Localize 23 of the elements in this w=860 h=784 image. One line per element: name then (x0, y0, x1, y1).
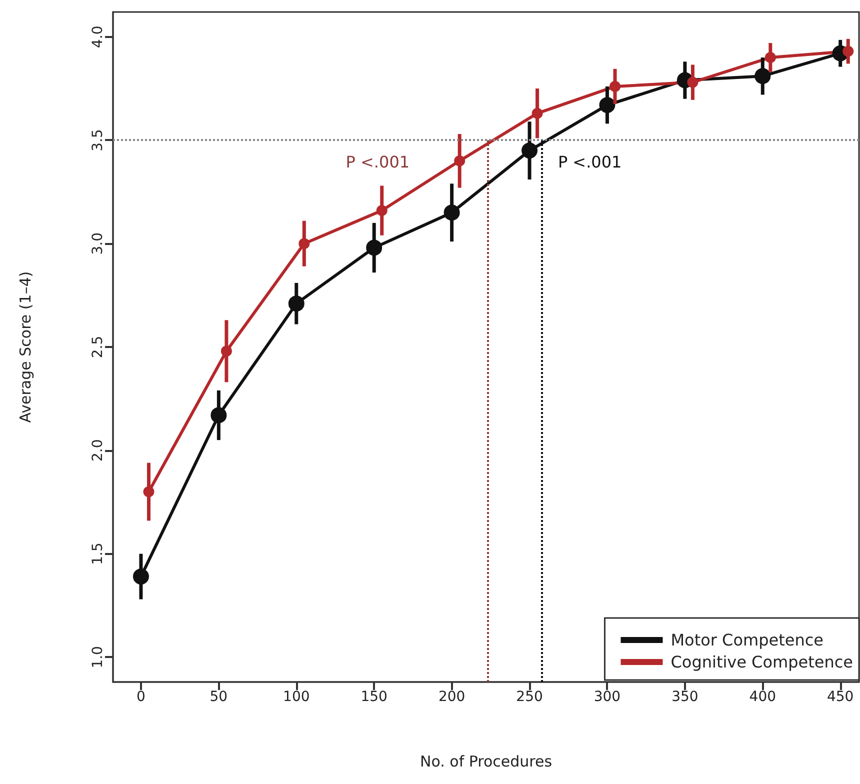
legend-label: Motor Competence (670, 630, 824, 650)
y-tick-label: 4.0 (90, 26, 106, 48)
y-tick-label: 3.0 (90, 232, 106, 255)
y-tick-label: 1.0 (90, 646, 106, 668)
y-tick-label: 2.0 (90, 439, 106, 462)
y-axis-title: Average Score (1–4) (16, 271, 34, 423)
x-tick-label: 100 (283, 689, 310, 705)
x-tick-label: 200 (438, 689, 466, 705)
y-tick-label: 2.5 (90, 336, 106, 358)
y-tick-label: 3.5 (90, 129, 106, 152)
x-tick-label: 50 (210, 689, 228, 705)
legend-label: Cognitive Competence (670, 652, 853, 672)
x-tick-label: 450 (826, 689, 854, 705)
annotation: P <.001 (346, 152, 410, 172)
x-tick-label: 0 (136, 689, 146, 705)
x-tick-label: 400 (749, 689, 776, 705)
annotation: P <.001 (558, 152, 622, 172)
x-tick-label: 300 (594, 689, 621, 705)
x-tick-label: 350 (672, 689, 698, 705)
x-tick-label: 150 (360, 689, 388, 705)
x-tick-label: 250 (516, 689, 543, 705)
y-tick-label: 1.5 (90, 542, 106, 565)
x-axis-title: No. of Procedures (420, 752, 552, 770)
